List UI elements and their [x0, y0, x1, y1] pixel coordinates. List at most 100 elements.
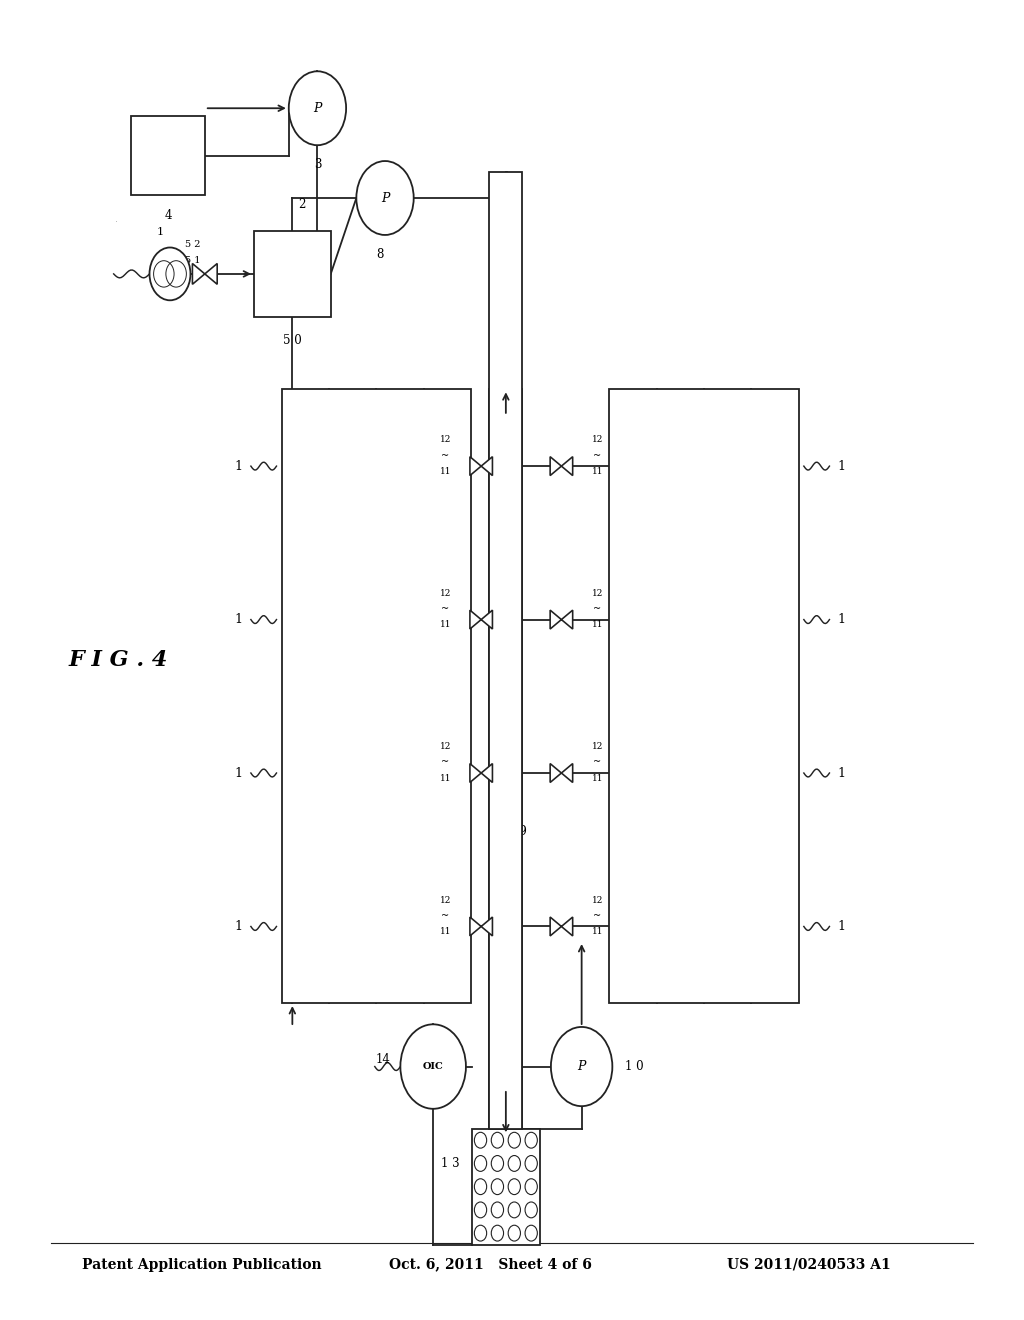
Text: ~: ~ [441, 911, 450, 921]
Bar [282, 389, 471, 1003]
Polygon shape [561, 763, 572, 783]
Polygon shape [470, 457, 481, 475]
Polygon shape [550, 763, 561, 783]
Bar [254, 231, 331, 317]
Text: 12: 12 [592, 589, 603, 598]
Text: 11: 11 [592, 467, 603, 477]
Circle shape [400, 1024, 466, 1109]
Text: 11: 11 [439, 927, 452, 936]
Text: 1: 1 [234, 920, 243, 933]
Text: 2: 2 [298, 198, 305, 211]
Circle shape [474, 1179, 486, 1195]
Text: F I G . 4: F I G . 4 [68, 649, 168, 671]
Text: 12: 12 [439, 895, 451, 904]
Bar [472, 1129, 540, 1245]
Circle shape [492, 1179, 504, 1195]
Circle shape [525, 1203, 538, 1218]
Circle shape [525, 1225, 538, 1241]
Text: ~: ~ [441, 605, 450, 614]
Bar [489, 172, 522, 1129]
Circle shape [289, 71, 346, 145]
Polygon shape [561, 610, 572, 630]
Bar [609, 389, 799, 1003]
Text: 4: 4 [164, 209, 172, 222]
Polygon shape [470, 610, 481, 630]
Polygon shape [481, 917, 493, 936]
Circle shape [492, 1155, 504, 1171]
Text: 1: 1 [234, 767, 243, 780]
Circle shape [492, 1225, 504, 1241]
Polygon shape [550, 610, 561, 630]
Polygon shape [205, 264, 217, 284]
Text: ~: ~ [593, 450, 601, 461]
Text: 1: 1 [838, 612, 846, 626]
Text: 11: 11 [592, 927, 603, 936]
Text: 1: 1 [838, 459, 846, 473]
Circle shape [508, 1225, 520, 1241]
Text: 1: 1 [838, 920, 846, 933]
Circle shape [525, 1155, 538, 1171]
Text: 12: 12 [439, 436, 451, 445]
Text: 5 0: 5 0 [283, 334, 302, 347]
Polygon shape [561, 917, 572, 936]
Circle shape [508, 1155, 520, 1171]
Circle shape [508, 1203, 520, 1218]
Polygon shape [561, 457, 572, 475]
Text: 1: 1 [234, 612, 243, 626]
Text: 11: 11 [439, 620, 452, 630]
Text: 8: 8 [376, 248, 384, 261]
Text: 11: 11 [592, 774, 603, 783]
Text: Patent Application Publication: Patent Application Publication [82, 1258, 322, 1271]
Text: 11: 11 [439, 774, 452, 783]
Text: ~: ~ [441, 758, 450, 767]
Polygon shape [470, 763, 481, 783]
Circle shape [508, 1133, 520, 1148]
Text: 5 2: 5 2 [184, 240, 201, 249]
Circle shape [525, 1179, 538, 1195]
Polygon shape [550, 917, 561, 936]
Text: ~: ~ [593, 758, 601, 767]
Polygon shape [481, 763, 493, 783]
Text: 12: 12 [592, 742, 603, 751]
Circle shape [492, 1133, 504, 1148]
Text: 12: 12 [592, 895, 603, 904]
Text: P: P [313, 102, 322, 115]
Text: 1: 1 [157, 227, 163, 236]
Text: 11: 11 [592, 620, 603, 630]
Text: 9: 9 [518, 825, 526, 838]
Text: ~: ~ [593, 605, 601, 614]
Circle shape [551, 1027, 612, 1106]
Circle shape [356, 161, 414, 235]
Text: Oct. 6, 2011   Sheet 4 of 6: Oct. 6, 2011 Sheet 4 of 6 [389, 1258, 592, 1271]
Text: 12: 12 [439, 742, 451, 751]
Text: US 2011/0240533 A1: US 2011/0240533 A1 [727, 1258, 891, 1271]
Bar [131, 116, 205, 195]
Polygon shape [550, 457, 561, 475]
Text: 11: 11 [439, 467, 452, 477]
Text: ~: ~ [593, 911, 601, 921]
Text: 12: 12 [592, 436, 603, 445]
Text: 12: 12 [439, 589, 451, 598]
Circle shape [474, 1155, 486, 1171]
Text: 14: 14 [375, 1053, 390, 1067]
Text: ~: ~ [441, 450, 450, 461]
Circle shape [525, 1133, 538, 1148]
Circle shape [474, 1203, 486, 1218]
Circle shape [150, 248, 190, 301]
Text: 1: 1 [838, 767, 846, 780]
Text: 1 0: 1 0 [625, 1060, 643, 1073]
Text: 3: 3 [313, 158, 322, 172]
Text: 1 3: 1 3 [441, 1156, 460, 1170]
Text: OIC: OIC [423, 1063, 443, 1071]
Polygon shape [481, 457, 493, 475]
Polygon shape [193, 264, 205, 284]
Circle shape [508, 1179, 520, 1195]
Text: P: P [381, 191, 389, 205]
Circle shape [474, 1225, 486, 1241]
Bar [489, 389, 522, 1129]
Text: P: P [578, 1060, 586, 1073]
Circle shape [492, 1203, 504, 1218]
Polygon shape [481, 610, 493, 630]
Circle shape [474, 1133, 486, 1148]
Text: 5 1: 5 1 [184, 256, 201, 265]
